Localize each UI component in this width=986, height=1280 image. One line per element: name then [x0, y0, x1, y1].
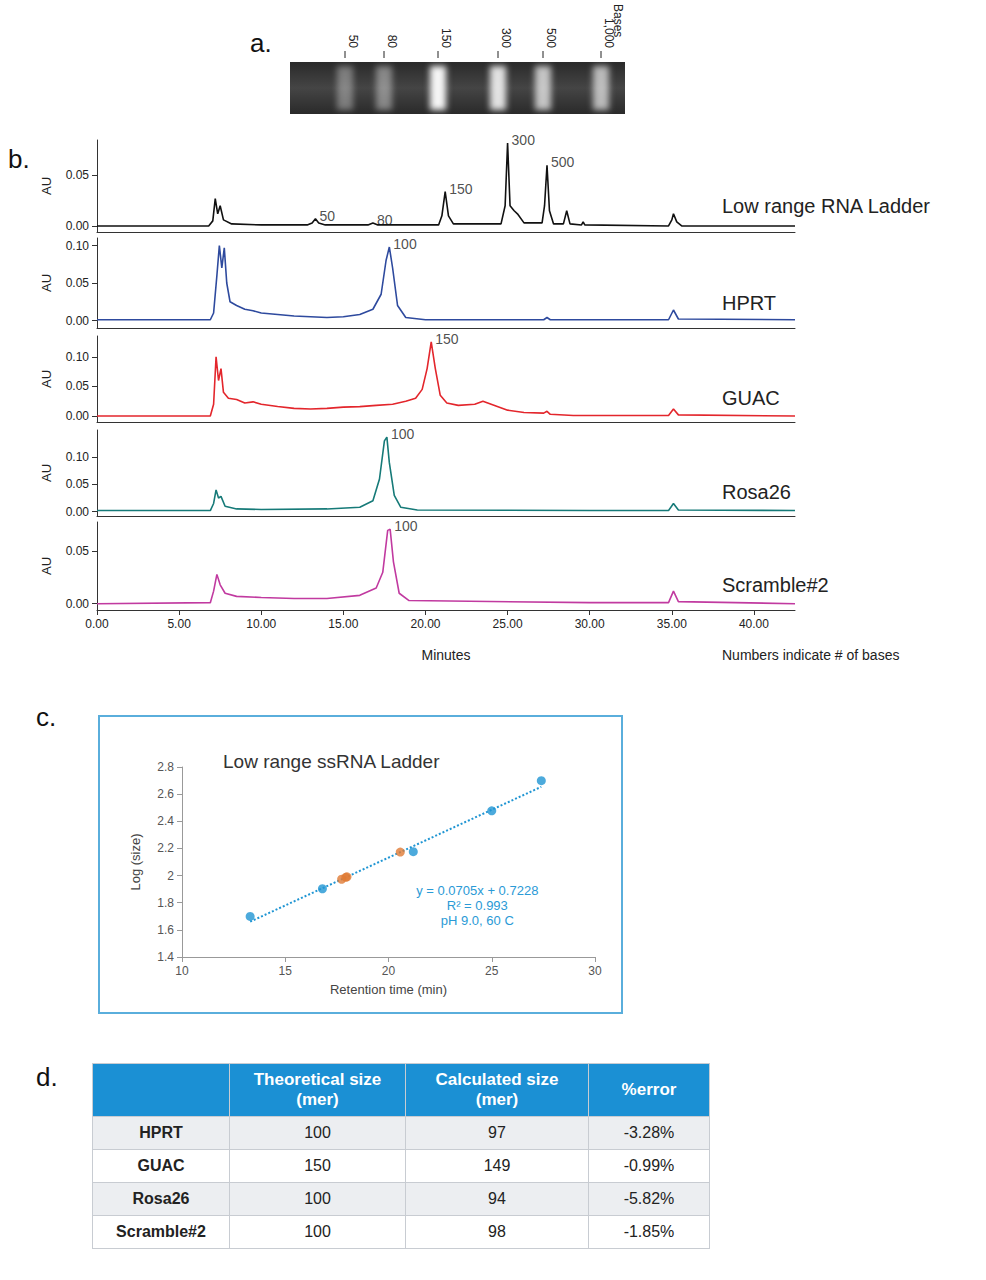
html-text:GUAC: GUAC — [137, 1157, 185, 1174]
html-text:-5.82%: -5.82% — [623, 1190, 675, 1207]
svg-text:80: 80 — [376, 211, 393, 228]
svg-text:0.00: 0.00 — [66, 314, 90, 328]
svg-text:AU: AU — [39, 557, 54, 575]
svg-text:1.4: 1.4 — [157, 950, 174, 964]
html-text:-0.99%: -0.99% — [623, 1157, 675, 1174]
svg-text:20: 20 — [382, 964, 396, 978]
svg-text:R² = 0.993: R² = 0.993 — [447, 898, 508, 913]
svg-text:HPRT: HPRT — [722, 292, 776, 314]
svg-text:0.10: 0.10 — [66, 239, 90, 253]
svg-text:1.6: 1.6 — [157, 923, 174, 937]
html-text:98: 98 — [488, 1223, 506, 1240]
svg-text:Low range RNA Ladder: Low range RNA Ladder — [722, 195, 930, 217]
svg-text:0.10: 0.10 — [66, 450, 90, 464]
svg-text:25: 25 — [485, 964, 499, 978]
html-text:100: 100 — [304, 1124, 331, 1141]
html-text:Rosa26: Rosa26 — [132, 1190, 190, 1207]
svg-text:Log (size): Log (size) — [128, 833, 143, 890]
svg-text:2.6: 2.6 — [157, 787, 174, 801]
svg-text:0.00: 0.00 — [66, 409, 90, 423]
svg-text:1,000: 1,000 — [602, 18, 616, 48]
svg-text:0.05: 0.05 — [66, 477, 90, 491]
html-text:150: 150 — [304, 1157, 331, 1174]
html-text:100: 100 — [304, 1190, 331, 1207]
svg-text:pH 9.0, 60 C: pH 9.0, 60 C — [441, 913, 514, 928]
html-text:Scramble#2: Scramble#2 — [116, 1223, 206, 1240]
svg-text:500: 500 — [544, 28, 558, 48]
svg-text:0.05: 0.05 — [66, 379, 90, 393]
svg-text:Rosa26: Rosa26 — [722, 481, 791, 503]
html-text:d.: d. — [36, 1062, 58, 1092]
svg-text:150: 150 — [435, 331, 459, 347]
html-text:100: 100 — [304, 1223, 331, 1240]
html-text:149: 149 — [483, 1157, 511, 1174]
svg-text:150: 150 — [449, 181, 473, 197]
svg-text:10.00: 10.00 — [246, 617, 276, 631]
svg-text:AU: AU — [39, 370, 54, 388]
html-text:c.: c. — [36, 702, 57, 732]
svg-text:5.00: 5.00 — [167, 617, 191, 631]
svg-text:2.4: 2.4 — [157, 814, 174, 828]
svg-text:0.00: 0.00 — [66, 505, 90, 519]
svg-text:500: 500 — [551, 154, 575, 170]
svg-text:10: 10 — [175, 964, 189, 978]
svg-text:20.00: 20.00 — [410, 617, 440, 631]
svg-text:50: 50 — [319, 208, 335, 224]
svg-text:Low range ssRNA Ladder: Low range ssRNA Ladder — [223, 751, 440, 772]
svg-text:15.00: 15.00 — [328, 617, 358, 631]
svg-text:0.00: 0.00 — [66, 219, 90, 233]
svg-text:Scramble#2: Scramble#2 — [722, 574, 829, 596]
html-text:HPRT: HPRT — [139, 1124, 183, 1141]
svg-text:0.00: 0.00 — [66, 597, 90, 611]
svg-text:0.05: 0.05 — [66, 276, 90, 290]
html-text:94: 94 — [488, 1190, 506, 1207]
html-text:-1.85%: -1.85% — [623, 1223, 675, 1240]
svg-text:15: 15 — [279, 964, 293, 978]
svg-text:1.8: 1.8 — [157, 896, 174, 910]
svg-text:0.05: 0.05 — [66, 544, 90, 558]
svg-text:300: 300 — [512, 132, 536, 148]
svg-text:AU: AU — [39, 274, 54, 292]
svg-text:50: 50 — [346, 35, 360, 49]
html-text:a.: a. — [250, 28, 272, 58]
svg-text:300: 300 — [499, 28, 513, 48]
svg-text:y = 0.0705x + 0.7228: y = 0.0705x + 0.7228 — [416, 883, 538, 898]
svg-text:30: 30 — [588, 964, 602, 978]
svg-text:0.05: 0.05 — [66, 168, 90, 182]
html-text:Calculated size (mer): Calculated size (mer) — [435, 1070, 559, 1109]
html-text:-3.28%: -3.28% — [623, 1124, 675, 1141]
svg-text:100: 100 — [391, 426, 415, 442]
html-text:Theoretical size (mer): Theoretical size (mer) — [253, 1070, 382, 1109]
svg-text:100: 100 — [393, 236, 417, 252]
html-text:%error: %error — [621, 1080, 677, 1099]
html-text:97: 97 — [488, 1124, 506, 1141]
svg-text:Retention time (min): Retention time (min) — [330, 982, 447, 997]
svg-text:GUAC: GUAC — [722, 387, 780, 409]
svg-text:0.00: 0.00 — [85, 617, 109, 631]
svg-text:40.00: 40.00 — [739, 617, 769, 631]
svg-text:100: 100 — [394, 518, 418, 534]
svg-text:Minutes: Minutes — [421, 647, 470, 663]
svg-text:AU: AU — [39, 177, 54, 195]
svg-text:Numbers indicate # of bases: Numbers indicate # of bases — [722, 647, 899, 663]
svg-text:Bases: Bases — [611, 4, 625, 37]
svg-text:0.10: 0.10 — [66, 350, 90, 364]
svg-text:2: 2 — [167, 869, 174, 883]
svg-text:30.00: 30.00 — [575, 617, 605, 631]
svg-text:AU: AU — [39, 464, 54, 482]
svg-text:35.00: 35.00 — [657, 617, 687, 631]
svg-text:150: 150 — [439, 28, 453, 48]
svg-text:80: 80 — [385, 35, 399, 49]
svg-text:25.00: 25.00 — [493, 617, 523, 631]
svg-text:2.2: 2.2 — [157, 841, 174, 855]
html-text:b.: b. — [8, 144, 30, 174]
svg-text:2.8: 2.8 — [157, 760, 174, 774]
